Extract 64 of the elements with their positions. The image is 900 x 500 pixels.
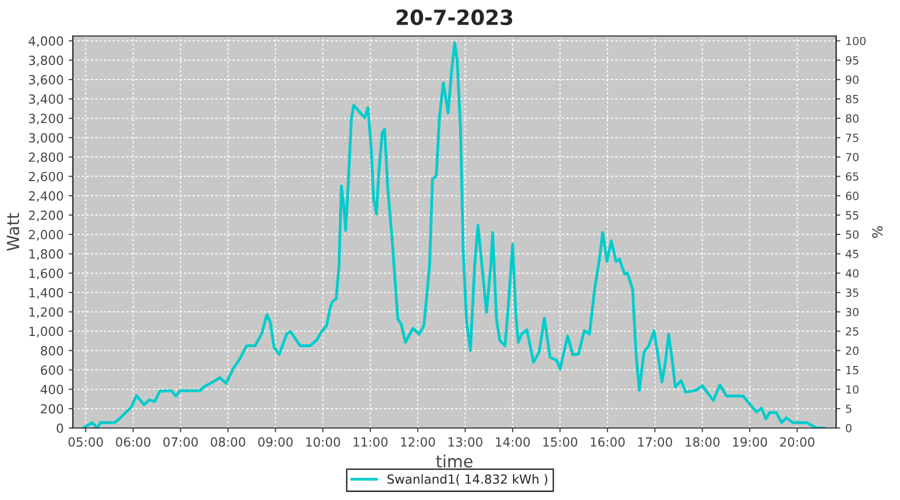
line-series: [82, 41, 826, 428]
x-tick-label: 10:00: [306, 437, 340, 447]
y-tick-label: 2,600: [29, 172, 64, 183]
y2-tick-label: 45: [846, 250, 858, 258]
legend-label: Swanland1( 14.832 kWh ): [388, 474, 548, 486]
y-tick-label: 2,400: [29, 191, 64, 202]
x-axis-title: time: [436, 454, 472, 468]
y-tick-label: 3,000: [29, 133, 64, 144]
y2-tick-label: 25: [846, 327, 858, 336]
y2-tick-label: 75: [846, 134, 858, 142]
y2-tick-label: 80: [846, 114, 859, 123]
y-tick-label: 1,400: [29, 288, 64, 299]
y2-tick-label: 90: [846, 76, 859, 84]
x-tick-label: 08:00: [210, 437, 246, 447]
chart-title: 20-7-2023: [396, 9, 512, 26]
x-tick-label: 14:00: [496, 437, 530, 447]
y-tick-label: 4,000: [28, 36, 64, 48]
y-tick-label: 3,400: [29, 94, 64, 106]
x-tick-label: 16:00: [590, 437, 625, 447]
y-tick-label: 200: [40, 404, 64, 414]
y2-tick-label: 65: [846, 172, 858, 181]
y-tick-label: 2,800: [29, 152, 64, 164]
y2-tick-label: 100: [846, 36, 866, 46]
x-tick-label: 18:00: [686, 437, 720, 447]
x-tick-label: 13:00: [448, 437, 482, 447]
y-tick-label: 3,600: [29, 75, 64, 86]
y-tick-label: 1,000: [29, 326, 64, 338]
y-tick-label: 600: [40, 365, 64, 375]
y2-tick-label: 30: [846, 308, 859, 316]
y2-tick-label: 70: [846, 152, 859, 162]
y-tick-label: 1,800: [29, 249, 64, 260]
y2-tick-label: 40: [846, 269, 859, 278]
y-tick-label: 3,200: [29, 114, 64, 124]
y2-tick-label: 5: [846, 404, 852, 414]
y2-tick-label: 10: [846, 385, 859, 394]
x-tick-label: 06:00: [116, 437, 150, 447]
y-tick-label: 3,800: [29, 56, 64, 66]
x-tick-label: 17:00: [638, 437, 672, 447]
x-tick-label: 05:00: [68, 437, 103, 447]
y2-tick-label: 95: [846, 56, 858, 65]
y-tick-label: 400: [40, 384, 64, 394]
y2-tick-label: 55: [846, 211, 858, 220]
y-tick-label: 0: [56, 423, 64, 433]
y2-tick-label: 20: [846, 346, 859, 355]
x-tick-label: 20:00: [780, 437, 814, 447]
y2-tick-label: 60: [846, 192, 859, 200]
x-tick-label: 11:00: [354, 437, 388, 447]
x-tick-label: 07:00: [163, 437, 198, 447]
y2-tick-label: 35: [846, 288, 858, 297]
x-tick-label: 09:00: [258, 437, 293, 447]
y-tick-label: 2,000: [29, 230, 64, 241]
x-tick-label: 12:00: [401, 437, 435, 447]
y-tick-label: 1,200: [29, 307, 64, 318]
y-tick-label: 1,600: [29, 268, 64, 280]
y-tick-label: 800: [40, 346, 64, 356]
x-tick-label: 19:00: [733, 437, 767, 447]
x-tick-label: 15:00: [543, 437, 578, 447]
y2-tick-label: 85: [846, 94, 858, 104]
y2-tick-label: 0: [846, 424, 852, 432]
y2-axis-title: %: [872, 226, 883, 238]
y2-tick-label: 15: [846, 366, 858, 374]
y-tick-label: 2,200: [29, 210, 64, 222]
y2-tick-label: 50: [846, 230, 859, 239]
y-axis-title: Watt: [6, 213, 20, 251]
